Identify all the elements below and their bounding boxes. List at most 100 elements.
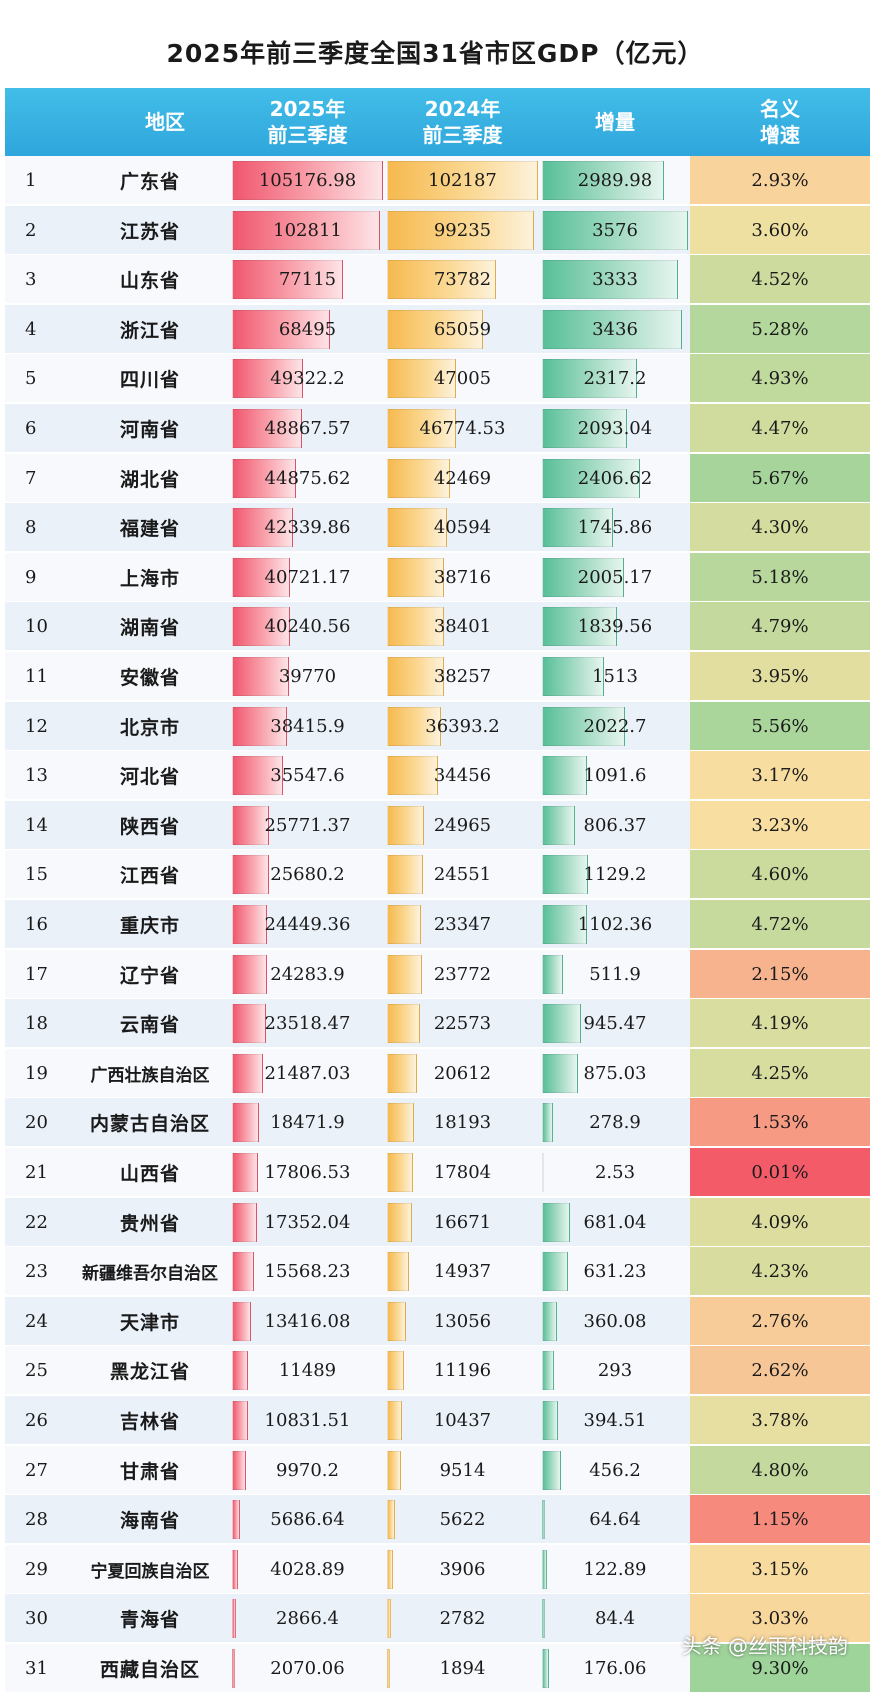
table-row: 4 浙江省 68495 65059 3436 5.28% xyxy=(5,305,870,354)
gdp2024-bar xyxy=(387,855,424,894)
increase-value: 293 xyxy=(597,1359,633,1381)
region-cell: 福建省 xyxy=(119,517,180,540)
increase-value: 631.23 xyxy=(583,1260,647,1282)
gdp2025-value: 40721.17 xyxy=(264,566,351,588)
gdp2024-bar xyxy=(387,1203,412,1242)
increase-bar xyxy=(542,161,665,200)
gdp2025-value: 42339.86 xyxy=(264,516,351,538)
growth-color-cell xyxy=(690,850,870,898)
growth-value: 4.60% xyxy=(751,863,809,885)
growth-value: 5.28% xyxy=(751,318,809,340)
rank-cell: 31 xyxy=(25,1657,48,1679)
gdp2024-value: 23772 xyxy=(433,963,492,985)
growth-color-cell xyxy=(690,1198,870,1246)
gdp2024-value: 38401 xyxy=(433,615,492,637)
table-row: 17 辽宁省 24283.9 23772 511.9 2.15% xyxy=(5,950,870,999)
region-cell: 海南省 xyxy=(119,1509,180,1532)
gdp2025-value: 105176.98 xyxy=(258,169,357,191)
growth-color-cell xyxy=(690,454,870,502)
growth-value: 2.62% xyxy=(751,1359,809,1381)
gdp2025-bar xyxy=(232,1302,252,1341)
gdp2024-value: 42469 xyxy=(433,467,492,489)
gdp2025-bar xyxy=(232,508,293,547)
header-gdp2025-line2: 前三季度 xyxy=(267,123,348,147)
rank-cell: 28 xyxy=(25,1508,48,1530)
rank-cell: 13 xyxy=(25,764,48,786)
increase-bar xyxy=(542,1004,581,1043)
table-row: 22 贵州省 17352.04 16671 681.04 4.09% xyxy=(5,1198,870,1247)
gdp2024-bar xyxy=(387,211,534,250)
gdp2024-bar xyxy=(387,508,447,547)
increase-bar xyxy=(542,211,688,250)
increase-value: 278.9 xyxy=(589,1111,641,1133)
rank-cell: 25 xyxy=(25,1359,48,1381)
gdp2025-bar xyxy=(232,1500,241,1539)
region-cell: 江西省 xyxy=(119,864,180,887)
gdp2025-bar xyxy=(232,1153,258,1192)
table-row: 13 河北省 35547.6 34456 1091.6 3.17% xyxy=(5,751,870,800)
increase-value: 1102.36 xyxy=(577,913,653,935)
gdp2025-value: 102811 xyxy=(273,219,342,241)
growth-color-cell xyxy=(690,751,870,799)
table-row: 20 内蒙古自治区 18471.9 18193 278.9 1.53% xyxy=(5,1098,870,1147)
growth-value: 4.23% xyxy=(751,1260,809,1282)
growth-color-cell xyxy=(690,1396,870,1444)
increase-value: 1129.2 xyxy=(583,863,647,885)
table-row: 8 福建省 42339.86 40594 1745.86 4.30% xyxy=(5,503,870,552)
region-cell: 贵州省 xyxy=(119,1212,180,1235)
table-row: 29 宁夏回族自治区 4028.89 3906 122.89 3.15% xyxy=(5,1545,870,1594)
growth-value: 1.53% xyxy=(751,1111,809,1133)
increase-bar xyxy=(542,1054,578,1093)
gdp2025-bar xyxy=(232,359,303,398)
rank-cell: 12 xyxy=(25,715,48,737)
gdp2025-bar xyxy=(232,310,331,349)
region-cell: 广西壮族自治区 xyxy=(90,1065,210,1086)
gdp2025-value: 48867.57 xyxy=(264,417,351,439)
table-row: 14 陕西省 25771.37 24965 806.37 3.23% xyxy=(5,801,870,850)
gdp2024-bar xyxy=(387,161,538,200)
region-cell: 重庆市 xyxy=(119,914,180,937)
region-cell: 河北省 xyxy=(119,765,180,788)
growth-value: 5.56% xyxy=(751,715,809,737)
table-row: 26 吉林省 10831.51 10437 394.51 3.78% xyxy=(5,1396,870,1445)
header-growth-line1: 名义 xyxy=(760,97,800,121)
growth-color-cell xyxy=(690,404,870,452)
growth-color-cell xyxy=(690,206,870,254)
gdp2024-value: 23347 xyxy=(433,913,492,935)
growth-color-cell xyxy=(690,1148,870,1196)
growth-color-cell xyxy=(690,1346,870,1394)
growth-color-cell xyxy=(690,999,870,1047)
gdp2024-value: 20612 xyxy=(433,1062,492,1084)
gdp2024-bar xyxy=(387,607,444,646)
gdp2025-bar xyxy=(232,955,267,994)
growth-color-cell xyxy=(690,602,870,650)
table-row: 18 云南省 23518.47 22573 945.47 4.19% xyxy=(5,999,870,1048)
growth-color-cell xyxy=(690,1545,870,1593)
gdp2024-value: 16671 xyxy=(433,1211,492,1233)
gdp2025-value: 77115 xyxy=(278,268,337,290)
gdp2024-bar xyxy=(387,806,424,845)
gdp2025-value: 5686.64 xyxy=(270,1508,345,1530)
gdp2025-value: 25680.2 xyxy=(270,863,345,885)
growth-color-cell xyxy=(690,1049,870,1097)
gdp2025-value: 24449.36 xyxy=(264,913,351,935)
increase-bar xyxy=(542,806,575,845)
header-growth: 名义 增速 xyxy=(690,88,870,156)
table-row: 21 山西省 17806.53 17804 2.53 0.01% xyxy=(5,1148,870,1197)
increase-value: 3576 xyxy=(592,219,638,241)
increase-bar xyxy=(542,855,589,894)
gdp2025-bar xyxy=(232,161,383,200)
growth-color-cell xyxy=(690,801,870,849)
header-region-label: 地区 xyxy=(145,110,185,134)
region-cell: 河南省 xyxy=(119,418,180,441)
region-cell: 辽宁省 xyxy=(119,964,180,987)
growth-value: 4.47% xyxy=(751,417,809,439)
header-increase-label: 增量 xyxy=(595,110,635,134)
gdp2025-value: 40240.56 xyxy=(264,615,351,637)
gdp2025-value: 39770 xyxy=(278,665,337,687)
increase-value: 456.2 xyxy=(589,1459,641,1481)
gdp2024-value: 1894 xyxy=(439,1657,486,1679)
increase-value: 511.9 xyxy=(589,963,641,985)
growth-value: 4.19% xyxy=(751,1012,809,1034)
growth-value: 3.17% xyxy=(751,764,809,786)
